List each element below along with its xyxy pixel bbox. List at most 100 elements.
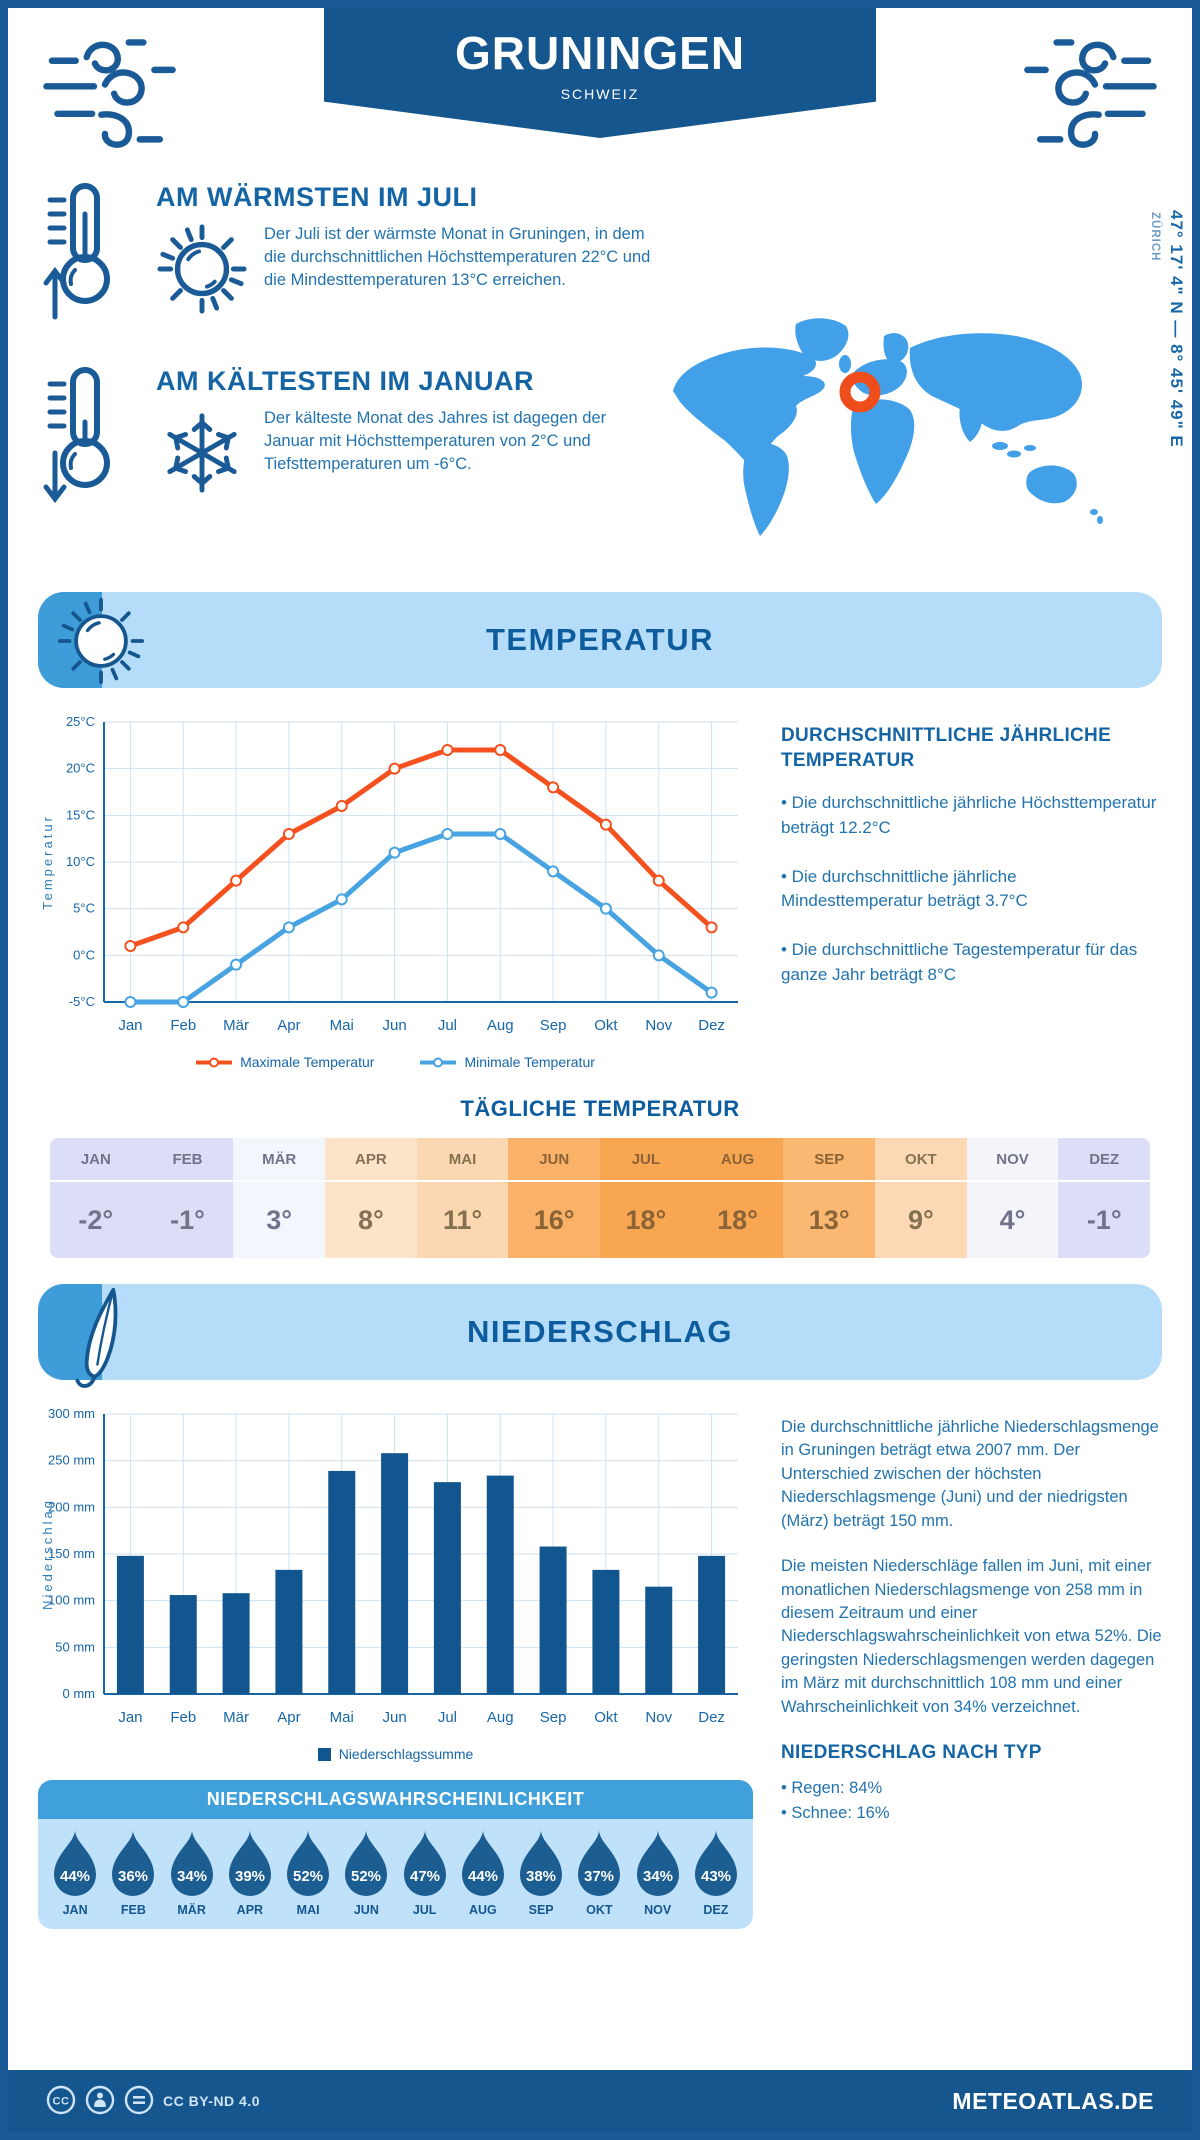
temperature-chart-row: -5°C 0°C 5°C 10°C 15°C 20°C 25°C Jan Feb Mär Apr Ma… bbox=[8, 688, 1192, 1070]
svg-text:20°C: 20°C bbox=[66, 761, 95, 776]
thermometer-cold-icon bbox=[42, 367, 124, 494]
temperature-value: 18° bbox=[625, 1204, 667, 1235]
month-label: JUL bbox=[600, 1138, 692, 1182]
svg-text:Mai: Mai bbox=[330, 1709, 354, 1726]
svg-text:25°C: 25°C bbox=[66, 714, 95, 729]
raindrop-icon: 39% bbox=[228, 1830, 271, 1896]
precipitation-legend: Niederschlagssumme bbox=[38, 1746, 753, 1762]
brand-link[interactable]: METEOATLAS.DE bbox=[952, 2087, 1154, 2114]
raindrop-icon: 36% bbox=[112, 1830, 155, 1896]
daily-temperature-table: JAN -2° FEB -1° MÄR 3° APR 8° MAI 11° JUN 16° JUL 18°… bbox=[50, 1138, 1150, 1258]
svg-text:Mär: Mär bbox=[223, 1709, 249, 1726]
precipitation-section-title: NIEDERSCHLAG bbox=[466, 1314, 733, 1349]
line-series bbox=[127, 831, 715, 1005]
location-marker bbox=[839, 371, 881, 413]
daily-temperature-cell: OKT 9° bbox=[875, 1138, 967, 1258]
svg-text:47%: 47% bbox=[410, 1868, 440, 1885]
svg-text:Dez: Dez bbox=[698, 1709, 725, 1726]
svg-text:200 mm: 200 mm bbox=[48, 1499, 95, 1514]
raindrop-icon: 44% bbox=[54, 1830, 97, 1896]
license-badge[interactable]: CC CC BY-ND 4.0 bbox=[46, 2085, 260, 2118]
month-label: AUG bbox=[691, 1138, 784, 1182]
month-label: FEB bbox=[141, 1138, 234, 1182]
month-label: DEZ bbox=[703, 1903, 729, 1917]
svg-text:Aug: Aug bbox=[487, 1017, 514, 1034]
bar bbox=[222, 1593, 250, 1694]
raindrop-icon: 52% bbox=[287, 1830, 330, 1896]
month-label: APR bbox=[325, 1138, 417, 1182]
precipitation-type-bullet: • Regen: 84% bbox=[781, 1778, 883, 1797]
bar bbox=[275, 1569, 303, 1694]
raindrop-icon: 47% bbox=[403, 1830, 446, 1896]
month-label: OKT bbox=[875, 1138, 967, 1182]
svg-text:100 mm: 100 mm bbox=[48, 1593, 95, 1608]
probability-droplets: 44% JAN 36% FEB 34% MÄR 39% APR 52% MAI 52% JUN 47% J… bbox=[38, 1819, 753, 1929]
svg-text:Jul: Jul bbox=[438, 1017, 457, 1034]
raindrop-icon: 37% bbox=[578, 1830, 621, 1896]
line-series bbox=[127, 747, 715, 949]
precipitation-text-panel: Die durchschnittliche jährliche Niedersc… bbox=[781, 1398, 1162, 1929]
svg-text:38%: 38% bbox=[526, 1868, 556, 1885]
month-label: NOV bbox=[966, 1138, 1059, 1182]
bar bbox=[328, 1470, 356, 1694]
month-label: JAN bbox=[50, 1138, 142, 1182]
svg-text:34%: 34% bbox=[177, 1868, 207, 1885]
month-label: MAI bbox=[416, 1138, 509, 1182]
daily-temperature-cell: DEZ -1° bbox=[1058, 1138, 1150, 1258]
month-label: OKT bbox=[586, 1903, 613, 1917]
warmest-block: AM WÄRMSTEN IM JULI bbox=[42, 180, 652, 320]
footer: CC CC BY-ND 4.0 METEOATLAS.DE bbox=[8, 2070, 1192, 2132]
coordinates-strip: ZÜRICH 47° 17' 4" N — 8° 45' 49" E bbox=[1149, 210, 1186, 448]
raindrop-icon: 44% bbox=[461, 1830, 504, 1896]
svg-text:Apr: Apr bbox=[277, 1017, 300, 1034]
legend-item: Maximale Temperatur bbox=[196, 1054, 374, 1070]
daily-temperature-cell: APR 8° bbox=[325, 1138, 417, 1258]
temperature-value: 4° bbox=[999, 1204, 1026, 1235]
svg-text:Mär: Mär bbox=[223, 1017, 249, 1034]
svg-text:34%: 34% bbox=[643, 1868, 673, 1885]
svg-text:-5°C: -5°C bbox=[69, 994, 95, 1009]
warmest-text: Der Juli ist der wärmste Monat in Grunin… bbox=[264, 225, 651, 289]
bar bbox=[698, 1555, 726, 1694]
arrow-up-icon bbox=[42, 265, 68, 326]
header: GRUNINGEN SCHWEIZ bbox=[8, 8, 1192, 148]
month-label: AUG bbox=[468, 1903, 497, 1917]
svg-text:44%: 44% bbox=[468, 1868, 498, 1885]
svg-text:Jun: Jun bbox=[382, 1709, 406, 1726]
svg-text:Niederschlag: Niederschlag bbox=[40, 1498, 55, 1610]
svg-text:Jan: Jan bbox=[118, 1709, 142, 1726]
sun-icon bbox=[156, 223, 248, 320]
probability-item: 37% OKT bbox=[573, 1829, 625, 1917]
attribution-person-icon bbox=[85, 2085, 115, 2118]
annual-temperature-heading: DURCHSCHNITTLICHE JÄHRLICHE TEMPERATUR bbox=[781, 725, 1112, 771]
annual-bullet: • Die durchschnittliche jährliche Mindes… bbox=[781, 866, 1028, 911]
svg-text:300 mm: 300 mm bbox=[48, 1406, 95, 1421]
month-label: JUN bbox=[508, 1138, 601, 1182]
cc-icon: CC bbox=[46, 2085, 76, 2118]
svg-text:39%: 39% bbox=[235, 1868, 265, 1885]
month-label: SEP bbox=[528, 1903, 554, 1917]
bar bbox=[116, 1555, 144, 1694]
precipitation-paragraph: Die durchschnittliche jährliche Niedersc… bbox=[781, 1418, 1159, 1530]
svg-text:150 mm: 150 mm bbox=[48, 1546, 95, 1561]
bar bbox=[592, 1569, 620, 1694]
daily-temperature-cell: NOV 4° bbox=[966, 1138, 1059, 1258]
warmest-heading: AM WÄRMSTEN IM JULI bbox=[156, 182, 478, 212]
probability-item: 34% NOV bbox=[632, 1829, 684, 1917]
annual-bullet: • Die durchschnittliche jährliche Höchst… bbox=[781, 793, 1157, 838]
title-banner: GRUNINGEN SCHWEIZ bbox=[324, 8, 876, 138]
svg-text:250 mm: 250 mm bbox=[48, 1453, 95, 1468]
temperature-banner: TEMPERATUR bbox=[38, 592, 1162, 688]
daily-temperature-heading: TÄGLICHE TEMPERATUR bbox=[460, 1096, 740, 1121]
page-subtitle: SCHWEIZ bbox=[560, 86, 640, 102]
month-label: NOV bbox=[644, 1903, 672, 1917]
world-map bbox=[648, 296, 1118, 561]
annual-bullet: • Die durchschnittliche Tagestemperatur … bbox=[781, 939, 1138, 984]
temperature-value: 3° bbox=[266, 1204, 293, 1235]
probability-item: 47% JUL bbox=[399, 1829, 451, 1917]
svg-text:37%: 37% bbox=[584, 1868, 614, 1885]
month-label: APR bbox=[236, 1903, 264, 1917]
svg-text:Temperatur: Temperatur bbox=[40, 814, 55, 910]
svg-text:36%: 36% bbox=[118, 1868, 148, 1885]
